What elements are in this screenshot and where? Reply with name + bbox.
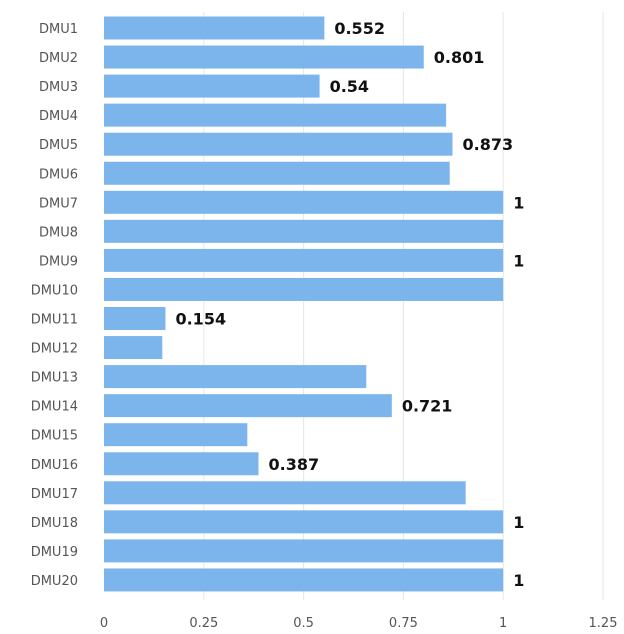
bar [104, 568, 504, 592]
data-label: 0.801 [434, 48, 485, 67]
data-label: 0.387 [268, 455, 319, 474]
category-label: DMU8 [39, 225, 78, 240]
category-label: DMU6 [39, 167, 78, 182]
bar [104, 74, 320, 98]
x-tick-label: 0.5 [293, 616, 314, 631]
category-label: DMU5 [39, 138, 78, 153]
bar [104, 277, 504, 301]
data-label: 1 [513, 251, 524, 270]
category-label: DMU19 [31, 545, 78, 560]
data-label: 1 [513, 571, 524, 590]
category-label: DMU17 [31, 487, 78, 502]
data-label: 0.721 [402, 397, 453, 416]
bar [104, 132, 453, 156]
data-label: 0.873 [463, 135, 514, 154]
bar [104, 481, 466, 505]
bar [104, 307, 166, 330]
data-label: 0.552 [334, 19, 385, 38]
category-label: DMU10 [31, 283, 78, 298]
x-tick-label: 0.25 [189, 616, 218, 631]
data-label: 0.154 [175, 310, 226, 329]
category-axis: DMU1 DMU2 DMU3 DMU4 DMU5 DMU6 DMU7 DMU8 DMU9 DMU1… [31, 22, 78, 589]
data-label: 1 [513, 513, 524, 532]
bar [104, 45, 424, 69]
category-label: DMU2 [39, 51, 78, 66]
bar [104, 423, 248, 447]
category-label: DMU20 [31, 574, 78, 589]
bar [104, 336, 163, 360]
category-label: DMU11 [31, 313, 78, 328]
bars [104, 16, 504, 592]
bar [104, 219, 504, 243]
data-label: 1 [513, 193, 524, 212]
bar [104, 394, 392, 418]
category-label: DMU12 [31, 342, 78, 357]
category-label: DMU4 [39, 109, 78, 124]
bar [104, 510, 504, 534]
category-label: DMU16 [31, 458, 78, 473]
x-tick-label: 1 [499, 616, 507, 631]
bar [104, 248, 504, 272]
category-label: DMU3 [39, 80, 78, 95]
bar [104, 103, 447, 127]
bar [104, 452, 259, 476]
category-label: DMU14 [31, 400, 78, 415]
x-tick-label: 0.75 [389, 616, 418, 631]
category-label: DMU9 [39, 254, 78, 269]
category-label: DMU18 [31, 516, 78, 531]
data-label: 0.54 [330, 77, 369, 96]
bar [104, 16, 325, 40]
value-axis: 0 0.25 0.5 0.75 1 1.25 [100, 616, 618, 631]
category-label: DMU15 [31, 429, 78, 444]
category-label: DMU13 [31, 371, 78, 386]
category-label: DMU1 [39, 22, 78, 37]
x-tick-label: 1.25 [589, 616, 618, 631]
bar [104, 190, 504, 214]
data-labels: 0.552 0.801 0.54 0.873 1 1 0.154 0.721 0.387 1 1 [175, 19, 524, 590]
x-tick-label: 0 [100, 616, 108, 631]
bar [104, 539, 504, 563]
bar [104, 365, 367, 389]
category-label: DMU7 [39, 196, 78, 211]
bar [104, 161, 450, 185]
